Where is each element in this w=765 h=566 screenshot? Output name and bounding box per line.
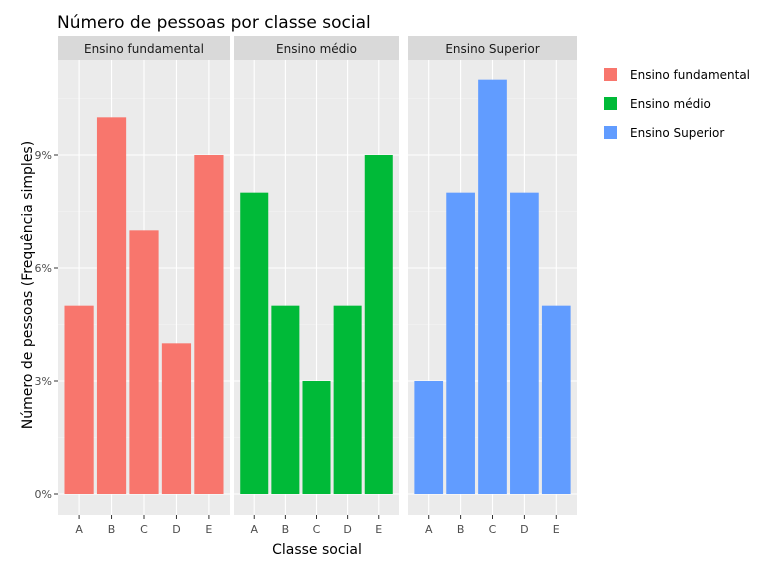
chart-title: Número de pessoas por classe social [57,13,371,33]
legend: Ensino fundamental Ensino médio Ensino Sup… [604,68,750,140]
x-tick-label: C [489,523,497,536]
y-tick-label: 6% [35,262,52,275]
facet-strip-label: Ensino Superior [445,42,539,56]
y-tick-label: 0% [35,488,52,501]
bar-ensino-superior-a [414,381,444,494]
bar-ensino-fundamental-b [96,117,127,494]
bar-ensino-fundamental-d [161,343,192,494]
bar-ensino-fundamental-c [129,230,159,495]
facet-panels: Ensino fundamental Ensino médio Ensino Sup… [58,36,577,515]
facet-strip [234,36,399,60]
x-tick-label: A [75,523,83,536]
y-axis: 0% 3% 6% 9% [35,149,58,501]
x-tick-label: A [250,523,258,536]
bar-ensino-fundamental-a [64,305,94,494]
bar-ensino-médio-a [240,192,269,494]
y-tick-label: 3% [35,375,52,388]
y-axis-title: Número de pessoas (Frequência simples) [20,141,36,429]
x-tick-label: B [108,523,116,536]
bar-ensino-médio-b [271,305,300,494]
y-tick-label: 9% [35,149,52,162]
x-tick-label: C [313,523,321,536]
legend-key [604,97,617,110]
x-tick-label: D [520,523,528,536]
facet-strip [408,36,577,60]
bar-ensino-superior-d [510,192,539,494]
x-tick-label: A [425,523,433,536]
legend-label: Ensino Superior [630,126,724,140]
facet-strip-label: Ensino fundamental [84,42,204,56]
bar-ensino-médio-d [333,305,362,494]
x-tick-label: E [375,523,382,536]
x-axis-title: Classe social [272,542,362,558]
x-tick-label: B [457,523,465,536]
x-tick-label: C [140,523,148,536]
bar-ensino-superior-e [541,305,571,494]
x-tick-label: D [343,523,351,536]
x-tick-label: E [553,523,560,536]
bar-ensino-superior-b [446,192,475,494]
legend-label: Ensino médio [630,97,711,111]
bar-ensino-médio-c [302,381,331,494]
x-tick-label: D [172,523,180,536]
bar-ensino-superior-c [478,79,507,495]
bar-ensino-médio-e [364,155,393,494]
legend-key [604,68,617,81]
legend-label: Ensino fundamental [630,68,750,82]
facet-strip [58,36,230,60]
x-tick-label: B [282,523,290,536]
bar-ensino-fundamental-e [194,155,224,494]
legend-key [604,126,617,139]
facet-strip-label: Ensino médio [276,42,357,56]
x-tick-label: E [205,523,212,536]
